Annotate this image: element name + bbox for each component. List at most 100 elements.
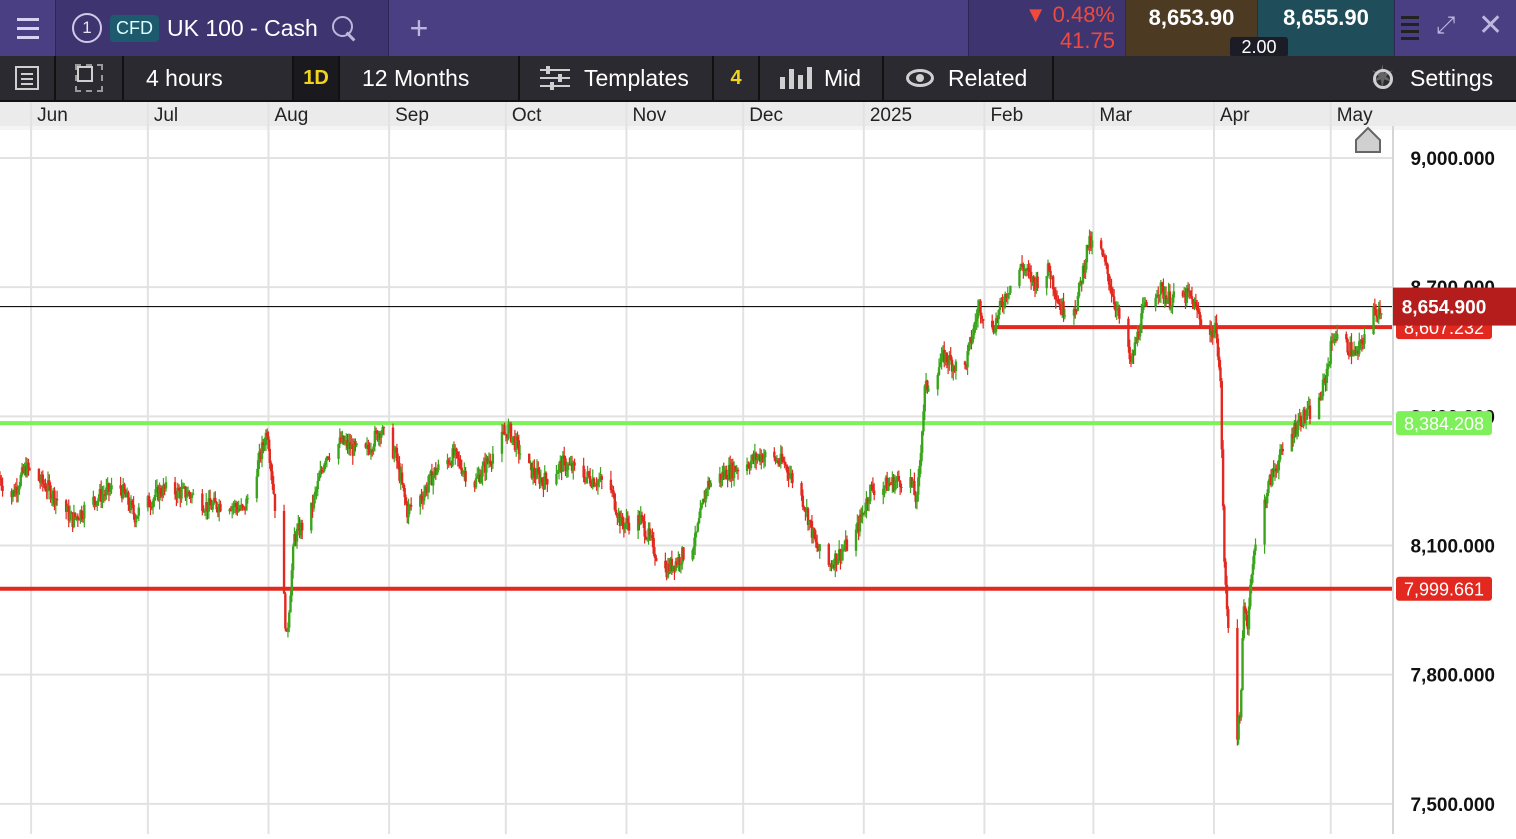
candle-body — [994, 318, 998, 332]
candle-body — [39, 480, 42, 483]
close-icon[interactable]: ✕ — [1478, 9, 1504, 42]
buy-price-button[interactable]: 8,655.90 — [1258, 0, 1395, 56]
candle-body — [1023, 269, 1026, 272]
search-icon[interactable] — [330, 14, 358, 42]
candle-body — [673, 565, 676, 571]
candle-body — [1134, 342, 1138, 344]
price-mode-button[interactable]: Mid — [760, 56, 884, 100]
add-tab-button[interactable]: + — [389, 0, 449, 56]
layout-button[interactable] — [56, 56, 124, 100]
candle-body — [564, 458, 567, 472]
candle-body — [1269, 475, 1273, 485]
candle-body — [1189, 290, 1192, 297]
candle-body — [1192, 299, 1195, 310]
candle-body — [337, 444, 340, 459]
candle-body — [192, 493, 195, 495]
candle-body — [696, 523, 699, 532]
candle-body — [818, 544, 821, 552]
candle-body — [1138, 332, 1142, 337]
candle-body — [1237, 716, 1240, 740]
candle-body — [1251, 564, 1255, 575]
candle-body — [448, 462, 452, 465]
candle-body — [1009, 285, 1012, 294]
candle-body — [146, 496, 150, 508]
cfd-badge: CFD — [110, 14, 159, 42]
indicator-count[interactable]: 4 — [714, 56, 760, 100]
interval-selector[interactable]: 4 hours — [124, 56, 294, 100]
candle-body — [652, 538, 655, 554]
candle-body — [872, 490, 876, 495]
candle-body — [1159, 282, 1163, 295]
candle-body — [246, 498, 249, 500]
candle-body — [268, 448, 271, 463]
related-button[interactable]: Related — [884, 56, 1054, 100]
candle-body — [294, 534, 297, 542]
candle-body — [1051, 276, 1055, 290]
candle-body — [1024, 269, 1028, 271]
candle-body — [202, 511, 205, 513]
candle-body — [14, 487, 17, 496]
candle-body — [282, 510, 286, 594]
candle-body — [1107, 274, 1111, 285]
sell-price-button[interactable]: 8,653.90 — [1126, 0, 1258, 56]
home-icon[interactable] — [1355, 126, 1381, 153]
candle-body — [779, 453, 783, 464]
expand-icon[interactable]: ⤢ — [1436, 12, 1456, 39]
candle-body — [1115, 308, 1118, 311]
settings-button[interactable]: Settings — [1362, 56, 1516, 100]
period-selector[interactable]: 12 Months — [340, 56, 520, 100]
candle-body — [1325, 368, 1329, 383]
candle-body — [486, 458, 489, 463]
list-icon — [15, 66, 39, 90]
candle-body — [682, 547, 685, 560]
main-menu-button[interactable] — [0, 0, 56, 56]
candle-body — [586, 471, 589, 477]
candle-body — [201, 493, 204, 512]
candle-body — [1167, 291, 1170, 300]
candle-body — [817, 548, 820, 552]
candle-body — [1217, 356, 1221, 368]
candle-body — [1374, 309, 1378, 316]
candle-body — [1214, 322, 1217, 332]
candle-body — [1297, 419, 1300, 430]
candle-body — [515, 436, 518, 450]
candle-body — [1131, 353, 1134, 362]
candle-body — [917, 477, 920, 495]
candle-body — [1198, 312, 1201, 320]
candle-body — [158, 488, 161, 501]
drawing-list-button[interactable] — [0, 56, 56, 100]
candle-body — [1160, 282, 1164, 287]
candle-body — [435, 470, 439, 475]
templates-button[interactable]: Templates — [520, 56, 714, 100]
level-tag — [1396, 411, 1492, 436]
candle-body — [882, 488, 885, 495]
candle-body — [1359, 340, 1362, 342]
candle-body — [393, 451, 396, 459]
candle-body — [1099, 240, 1103, 249]
candle-body — [420, 495, 423, 499]
candle-body — [297, 523, 300, 529]
candle-body — [920, 431, 924, 453]
candle-body — [479, 476, 483, 483]
candle-body — [764, 451, 767, 458]
chart-svg[interactable]: Jun Jul Aug Sep Oct Nov Dec 2025 Feb Mar Apr May 9,… — [0, 102, 1516, 834]
candle-body — [1048, 263, 1051, 271]
quick-period-1d[interactable]: 1D — [294, 56, 340, 100]
instrument-tab[interactable]: 1 CFD UK 100 - Cash — [56, 0, 389, 56]
candle-body — [446, 460, 449, 465]
candle-body — [483, 461, 487, 473]
candle-body — [1306, 407, 1309, 417]
candle-body — [1323, 377, 1326, 380]
candle-body — [163, 484, 166, 489]
candle-body — [346, 440, 349, 449]
candle-body — [505, 433, 509, 439]
candle-body — [600, 476, 604, 480]
price-chart[interactable]: Jun Jul Aug Sep Oct Nov Dec 2025 Feb Mar Apr May 9,… — [0, 102, 1516, 834]
candle-body — [828, 564, 832, 566]
candle-body — [237, 508, 240, 512]
candle-body — [753, 453, 757, 461]
candle-body — [726, 478, 729, 480]
candle-body — [1035, 276, 1038, 290]
drag-handle[interactable] — [1395, 0, 1425, 56]
candle-body — [1277, 459, 1281, 471]
